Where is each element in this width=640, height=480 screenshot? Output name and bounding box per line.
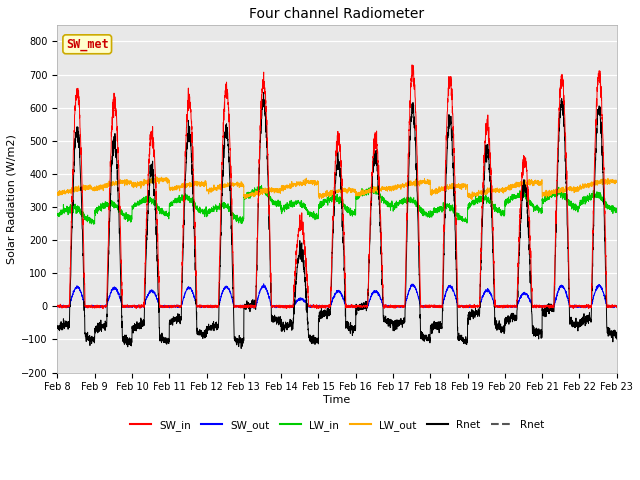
Title: Four channel Radiometer: Four channel Radiometer <box>250 7 424 21</box>
Text: SW_met: SW_met <box>66 38 109 51</box>
X-axis label: Time: Time <box>323 395 351 405</box>
Legend: SW_in, SW_out, LW_in, LW_out, Rnet, Rnet: SW_in, SW_out, LW_in, LW_out, Rnet, Rnet <box>126 416 548 435</box>
Y-axis label: Solar Radiation (W/m2): Solar Radiation (W/m2) <box>7 134 17 264</box>
